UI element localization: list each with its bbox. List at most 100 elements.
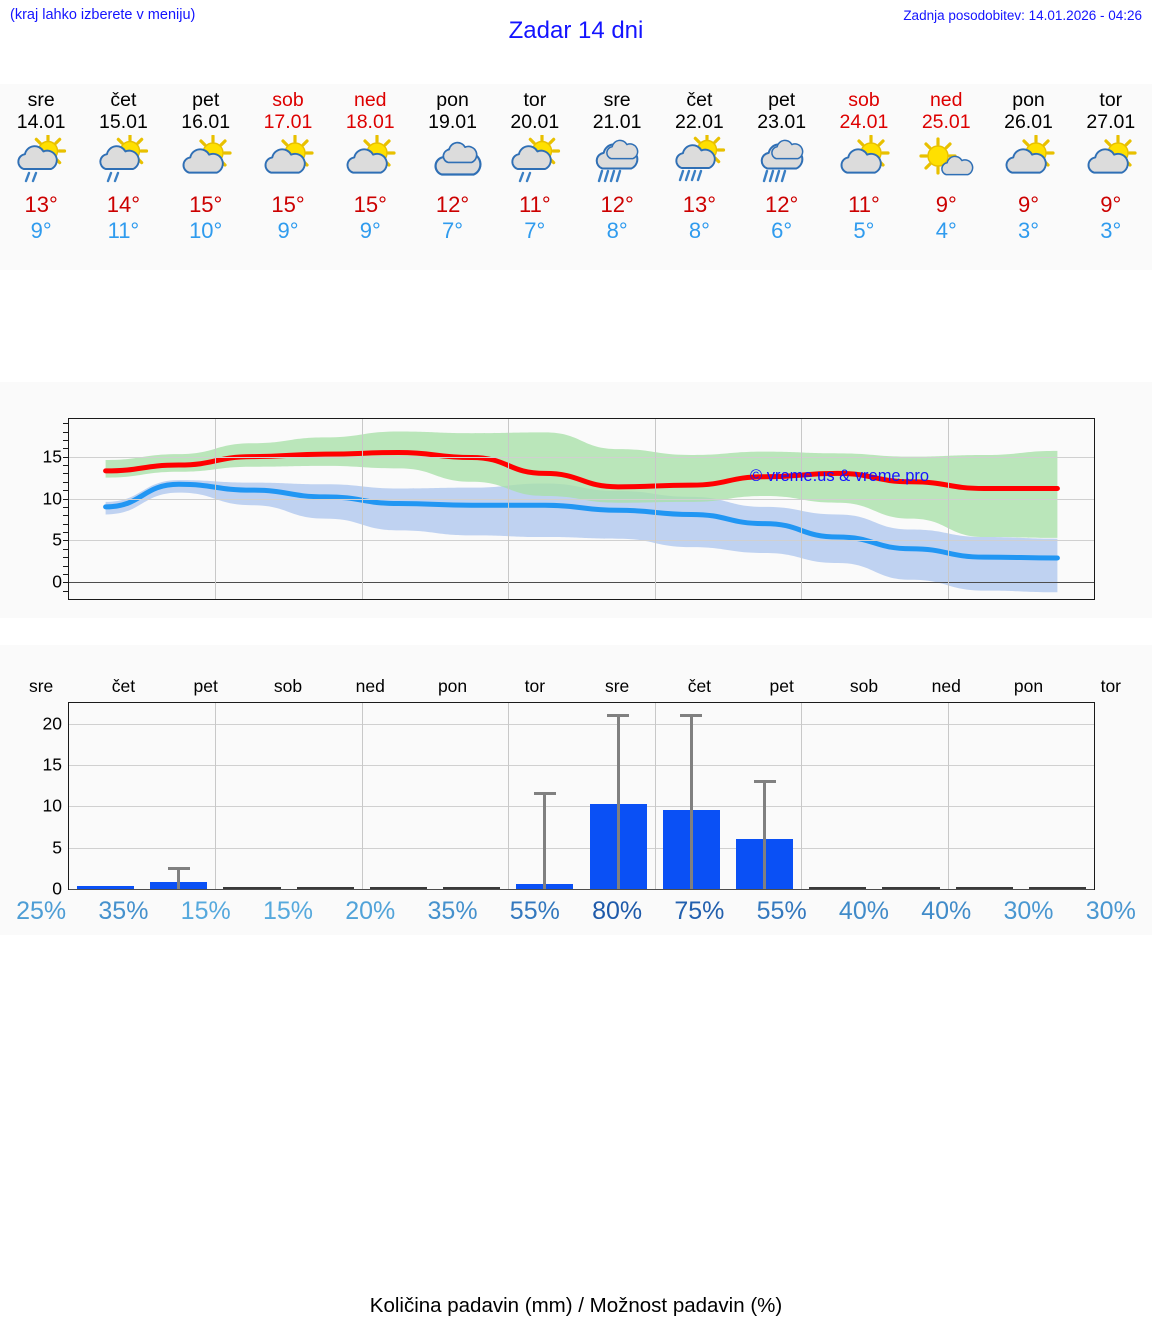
day-name: ned — [929, 89, 963, 111]
temperature-series-svg — [103, 431, 1060, 593]
precip-probability: 15% — [180, 897, 231, 925]
cloud-sun-icon — [256, 134, 320, 191]
precip-error-bar — [763, 779, 767, 889]
precip-bar — [443, 887, 501, 889]
temp-axis-tick — [63, 582, 69, 584]
precip-error-bar — [177, 866, 181, 889]
day-name: tor — [1099, 89, 1123, 111]
temp-axis-tick — [63, 490, 69, 492]
temp-day-divider — [508, 419, 510, 599]
day-name: ned — [353, 89, 387, 111]
precip-ytick-label: 5 — [52, 837, 62, 858]
precip-day-divider — [508, 703, 510, 889]
forecast-day-4[interactable]: sob 17.01 15° 9° — [247, 84, 329, 270]
precip-probability: 25% — [16, 897, 67, 925]
precip-error-bar — [543, 792, 547, 889]
forecast-day-13[interactable]: pon 26.01 9° 3° — [987, 84, 1069, 270]
sun-cloud-icon — [914, 135, 978, 191]
max-temperature: 15° — [353, 192, 387, 217]
precip-day-label: čet — [111, 676, 136, 696]
temp-axis-tick — [63, 465, 69, 467]
day-name: sob — [848, 89, 880, 111]
precip-day-label: tor — [1100, 676, 1122, 696]
day-date: 23.01 — [757, 111, 807, 133]
forecast-day-2[interactable]: čet 15.01 14° 11° — [82, 84, 164, 270]
precip-probability: 35% — [98, 897, 149, 925]
copyright-watermark: © vreme.us & vreme.pro — [750, 467, 930, 485]
cloud-rain-icon — [750, 135, 814, 191]
forecast-day-11[interactable]: sob 24.01 11° 5° — [823, 84, 905, 270]
precip-day-label: pet — [769, 676, 794, 696]
precip-error-cap — [167, 866, 190, 870]
temp-axis-tick — [63, 590, 69, 592]
temp-ytick-label: 10 — [42, 488, 62, 509]
last-updated-label: Zadnja posodobitev: 14.01.2026 - 04:26 — [903, 8, 1142, 23]
max-temperature: 9° — [1017, 192, 1040, 217]
day-name: sre — [603, 89, 631, 111]
day-date: 22.01 — [674, 111, 724, 133]
day-name: pet — [192, 89, 220, 111]
temp-gridline-5 — [69, 540, 1094, 542]
precip-probability: 20% — [345, 897, 396, 925]
forecast-day-5[interactable]: ned 18.01 15° 9° — [329, 84, 411, 270]
max-temperature: 15° — [271, 192, 305, 217]
precip-day-divider — [215, 703, 217, 889]
forecast-day-3[interactable]: pet 16.01 15° 10° — [165, 84, 247, 270]
precip-day-divider — [947, 703, 949, 889]
day-name: pon — [1012, 89, 1045, 111]
temp-axis-tick — [63, 448, 69, 450]
day-date: 14.01 — [16, 111, 66, 133]
min-temperature: 5° — [853, 218, 875, 243]
temp-axis-tick — [63, 557, 69, 559]
temp-axis-tick — [63, 439, 69, 441]
forecast-day-14[interactable]: tor 27.01 9° 3° — [1070, 84, 1152, 270]
day-name: pon — [436, 89, 469, 111]
precip-day-label: ned — [355, 676, 385, 696]
min-temperature: 7° — [442, 218, 464, 243]
max-temperature: 15° — [189, 192, 223, 217]
forecast-day-10[interactable]: pet 23.01 12° 6° — [741, 84, 823, 270]
precip-day-label: pet — [193, 676, 218, 696]
min-temperature: 7° — [524, 218, 546, 243]
min-temperature: 3° — [1017, 218, 1040, 243]
forecast-day-1[interactable]: sre 14.01 13° 9° — [0, 84, 82, 270]
min-temperature: 11° — [107, 218, 140, 243]
page-header: (kraj lahko izberete v meniju) Zadar 14 … — [0, 0, 1152, 72]
precip-day-label: sre — [604, 676, 630, 696]
day-name: sob — [272, 89, 304, 111]
precip-probability: 40% — [838, 897, 889, 925]
day-name: sre — [27, 89, 55, 111]
min-temperature: 9° — [277, 218, 299, 243]
temp-axis-tick — [63, 423, 69, 425]
max-temperature: 9° — [935, 192, 957, 217]
forecast-day-7[interactable]: tor 20.01 11° 7° — [494, 84, 576, 270]
forecast-day-9[interactable]: čet 22.01 13° 8° — [658, 84, 740, 270]
precip-gridline-5 — [69, 847, 1094, 849]
temp-axis-tick — [63, 540, 69, 542]
precip-probability: 40% — [921, 897, 972, 925]
day-date: 26.01 — [1004, 111, 1053, 133]
menu-hint: (kraj lahko izberete v meniju) — [10, 7, 196, 23]
precip-ytick-label: 10 — [42, 795, 62, 816]
precipitation-day-labels: sre čet pet sob ned pon tor sre čet pet sob ned pon t… — [0, 676, 1152, 698]
temp-gridline-15 — [69, 456, 1094, 458]
day-date: 21.01 — [592, 111, 642, 133]
day-date: 20.01 — [510, 111, 560, 133]
min-temperature: 10° — [189, 218, 223, 243]
max-temperature: 12° — [435, 192, 470, 217]
temperature-range-band — [105, 431, 1058, 538]
temp-axis-tick — [63, 456, 69, 458]
max-temperature: 9° — [1100, 192, 1122, 217]
forecast-day-6[interactable]: pon 19.01 12° 7° — [411, 84, 493, 270]
precip-day-label: ned — [931, 676, 961, 696]
precip-bar — [223, 887, 281, 889]
temp-axis-tick — [63, 573, 69, 575]
precip-day-label: čet — [687, 676, 712, 696]
precip-probability: 35% — [427, 897, 478, 925]
day-date: 17.01 — [263, 111, 313, 133]
forecast-day-8[interactable]: sre 21.01 12° 8° — [576, 84, 658, 270]
precip-ytick-label: 20 — [42, 713, 62, 734]
cloud-sun-icon — [997, 134, 1061, 191]
precipitation-plot-area: 0 5 10 15 20 — [43, 702, 1095, 899]
forecast-day-12[interactable]: ned 25.01 9° 4° — [905, 84, 987, 270]
